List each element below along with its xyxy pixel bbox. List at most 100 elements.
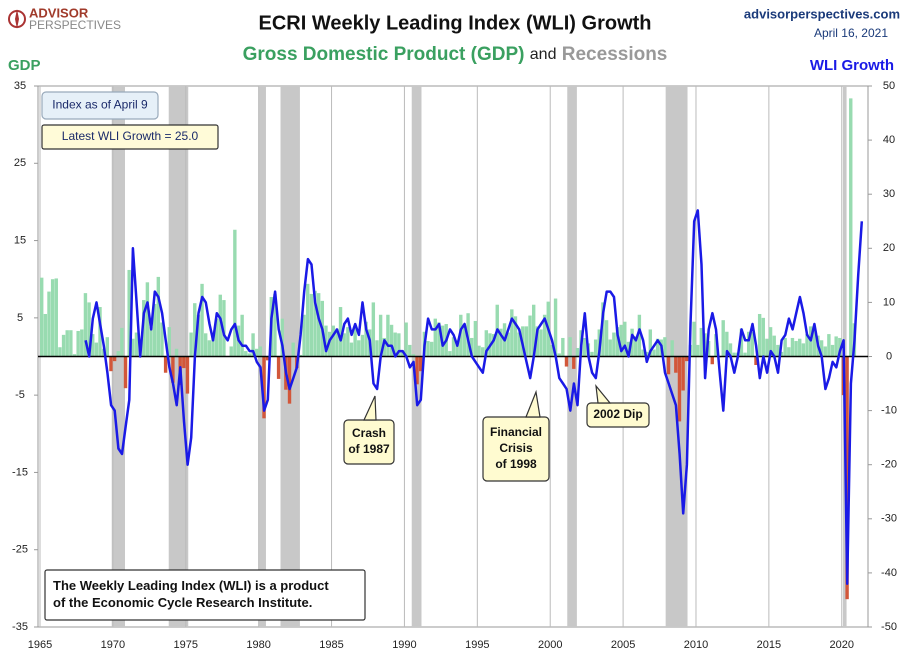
x-tick-label: 2005 <box>611 639 635 651</box>
x-tick-label: 1965 <box>28 639 52 651</box>
logo-text: PERSPECTIVES <box>29 18 121 32</box>
annotation-text: Financial <box>490 425 542 439</box>
gdp-bar <box>349 342 354 357</box>
gdp-bar <box>655 338 660 357</box>
gdp-bar <box>550 344 554 357</box>
gdp-bar <box>641 349 645 357</box>
gdp-bar <box>615 327 620 357</box>
subtitle-part: and <box>530 46 557 63</box>
y2-tick-label: 0 <box>886 350 892 362</box>
gdp-bar <box>265 356 270 361</box>
gdp-bar <box>83 293 88 357</box>
gdp-bar <box>542 314 547 357</box>
gdp-bar <box>725 331 729 357</box>
gdp-bar <box>309 293 314 357</box>
gdp-bar <box>324 325 328 357</box>
gdp-bar <box>112 356 117 362</box>
x-tick-label: 1990 <box>392 639 416 651</box>
gdp-bar <box>54 278 58 357</box>
gdp-bar <box>761 317 765 357</box>
y2-tick-label: -10 <box>881 405 897 417</box>
gdp-bar <box>634 336 638 357</box>
gdp-bar <box>61 334 66 357</box>
gdp-bar <box>499 328 503 357</box>
gdp-bar <box>331 325 335 357</box>
gdp-bar <box>338 307 343 357</box>
gdp-bar <box>342 333 346 357</box>
y2-tick-label: -20 <box>881 459 897 471</box>
annotation: Index as of April 9 <box>41 91 159 120</box>
gdp-bar <box>845 356 849 600</box>
gdp-bar <box>87 302 91 357</box>
gdp-bar <box>779 351 784 357</box>
gdp-bar <box>211 334 215 357</box>
gdp-bar <box>772 335 776 357</box>
annotation-box <box>482 416 550 482</box>
gdp-bar <box>415 356 419 385</box>
y2-tick-label: 30 <box>883 188 895 200</box>
y2-tick-label: 10 <box>883 296 895 308</box>
y2-tick-label: 50 <box>883 80 895 92</box>
gdp-bar <box>524 326 529 357</box>
gdp-bar <box>109 356 113 372</box>
annotation-text: of 1998 <box>495 457 537 471</box>
gdp-bar <box>182 356 186 369</box>
gdp-bar <box>732 352 736 357</box>
annotation-text: Crash <box>352 426 386 440</box>
gdp-bar <box>47 291 51 357</box>
gdp-bar <box>193 303 197 357</box>
y-tick-label: 5 <box>17 312 23 324</box>
gdp-bar <box>612 332 616 357</box>
gdp-bar <box>805 334 809 357</box>
y-tick-label: 15 <box>14 234 26 246</box>
gdp-bar <box>674 356 678 373</box>
gdp-bar <box>80 329 84 357</box>
gdp-bar <box>91 334 95 357</box>
gdp-bar <box>426 341 430 357</box>
gdp-bar <box>273 293 277 357</box>
gdp-bar <box>568 337 572 357</box>
gdp-bar <box>69 330 73 357</box>
gdp-bar <box>214 318 219 357</box>
gdp-bar <box>433 318 437 357</box>
gdp-bar <box>189 332 193 357</box>
gdp-bar <box>437 322 441 357</box>
gdp-bar <box>783 337 787 357</box>
gdp-bar <box>353 326 357 357</box>
gdp-bar <box>510 309 514 357</box>
gdp-bar <box>40 277 44 357</box>
gdp-bar <box>849 98 853 357</box>
gdp-bar <box>706 341 711 357</box>
gdp-bar <box>827 334 831 357</box>
gdp-bar <box>666 356 671 375</box>
x-tick-label: 1975 <box>174 639 198 651</box>
plot-area: 1965 1970 1975 1980 1985 1990 1995 2000 2005 2010… <box>12 80 897 651</box>
y-tick-label: -5 <box>15 389 25 401</box>
logo-text: ADVISOR <box>29 5 89 20</box>
logo-icon <box>15 9 19 29</box>
gdp-bar <box>535 326 540 357</box>
gdp-bar <box>564 356 569 367</box>
gdp-bar <box>798 338 802 357</box>
gdp-bar <box>378 314 383 357</box>
gdp-bar <box>316 293 321 357</box>
y-tick-label: -25 <box>12 544 28 556</box>
gdp-bar <box>43 313 48 357</box>
gdp-bar <box>386 314 390 357</box>
annotation: 2002 Dip <box>586 384 650 428</box>
x-tick-label: 1995 <box>465 639 489 651</box>
gdp-bar <box>561 337 565 357</box>
chart-title: ECRI Weekly Leading Index (WLI) Growth <box>259 12 652 34</box>
gdp-bar <box>539 329 543 357</box>
gdp-bar <box>262 356 266 419</box>
gdp-bar <box>553 298 558 357</box>
gdp-bar <box>506 332 510 357</box>
gdp-bar <box>65 330 69 357</box>
gdp-bar <box>757 313 762 357</box>
annotation: Crash of 1987 <box>343 395 395 465</box>
annotation-pointer <box>595 384 612 404</box>
gdp-bar <box>670 340 674 357</box>
subtitle-part: Gross Domestic Product (GDP) <box>243 44 525 65</box>
gdp-bar <box>681 356 685 391</box>
x-tick-label: 2010 <box>684 639 708 651</box>
